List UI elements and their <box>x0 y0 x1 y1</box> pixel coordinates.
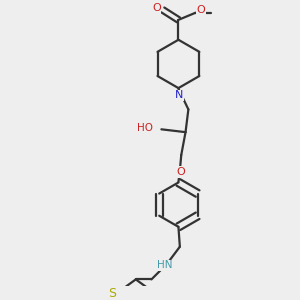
Text: HN: HN <box>157 260 172 270</box>
Text: O: O <box>197 5 206 15</box>
Text: N: N <box>175 90 183 100</box>
Text: S: S <box>108 287 116 300</box>
Text: O: O <box>152 4 161 14</box>
Text: O: O <box>176 167 185 177</box>
Text: HO: HO <box>137 123 153 133</box>
